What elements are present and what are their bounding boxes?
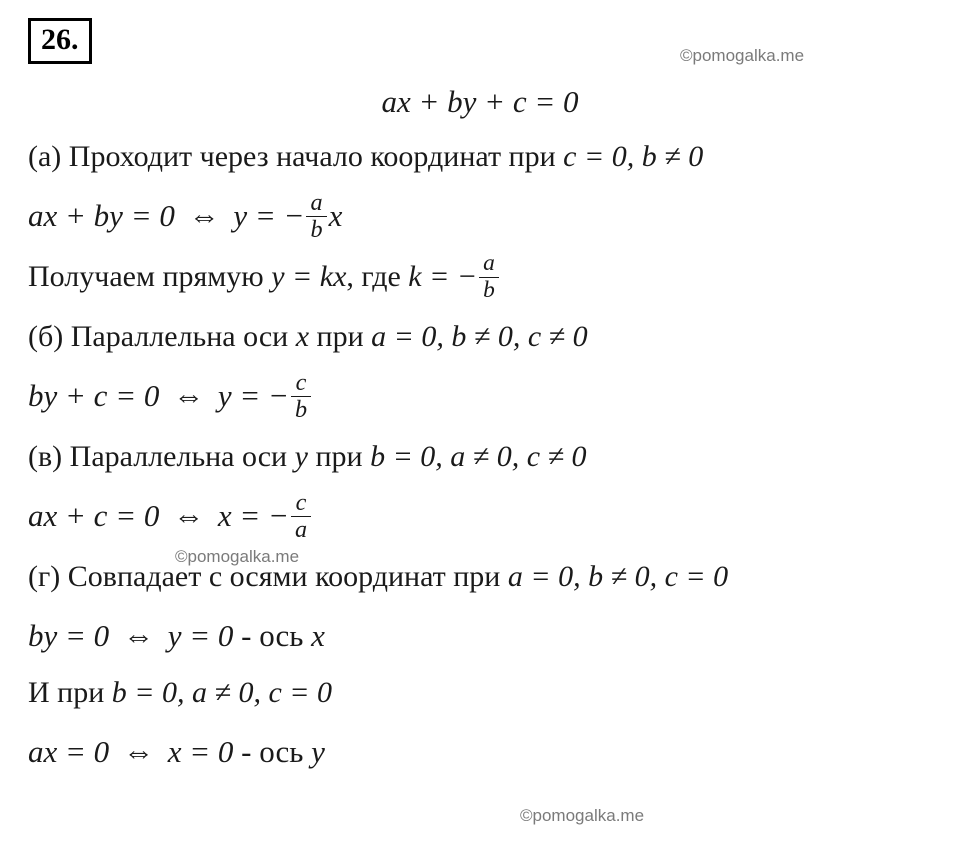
frac-num: a bbox=[306, 191, 326, 217]
part-d-condition2: b = 0, a ≠ 0, c = 0 bbox=[112, 676, 332, 709]
part-a-statement: (а) Проходит через начало координат при … bbox=[28, 134, 932, 181]
iff-icon: ⇔ bbox=[173, 498, 204, 533]
watermark-1: ©pomogalka.me bbox=[680, 46, 804, 66]
part-a-eq-right-prefix: y = − bbox=[233, 198, 304, 233]
part-c-eq-left: ax + c = 0 bbox=[28, 498, 159, 533]
part-c-statement: (в) Параллельна оси y при b = 0, a ≠ 0, … bbox=[28, 434, 932, 481]
part-d-eq2-right: x = 0 bbox=[168, 734, 234, 769]
frac-den: b bbox=[479, 278, 499, 302]
part-d-eq2-left: ax = 0 bbox=[28, 734, 109, 769]
part-d-equation2: ax = 0 ⇔ x = 0 - ось y bbox=[28, 727, 932, 777]
part-d-eq-axis: x bbox=[311, 618, 325, 653]
part-d-statement: (г) Совпадает с осями координат при a = … bbox=[28, 554, 932, 601]
watermark-3: ©pomogalka.me bbox=[520, 806, 644, 826]
part-d-eq-right: y = 0 bbox=[168, 618, 234, 653]
part-b-text2: при bbox=[309, 320, 371, 353]
iff-icon: ⇔ bbox=[189, 198, 220, 233]
part-d-and-text: И при bbox=[28, 676, 112, 709]
iff-icon: ⇔ bbox=[123, 734, 154, 769]
part-c-axis: y bbox=[295, 440, 308, 473]
part-d-label: (г) bbox=[28, 560, 60, 593]
part-b-label: (б) bbox=[28, 320, 63, 353]
frac-num: c bbox=[291, 491, 311, 517]
part-d-condition: a = 0, b ≠ 0, c = 0 bbox=[508, 560, 728, 593]
part-a-fraction: ab bbox=[306, 191, 326, 242]
part-b-fraction: cb bbox=[291, 371, 311, 422]
part-d-eq-suffix: - ось bbox=[233, 618, 311, 653]
part-a-conclusion-eq: y = kx bbox=[271, 260, 346, 293]
problem-number: 26. bbox=[28, 18, 92, 64]
part-b-equation: by + c = 0 ⇔ y = −cb bbox=[28, 371, 932, 425]
part-a-conclusion-fraction: ab bbox=[479, 252, 499, 302]
frac-den: b bbox=[306, 217, 326, 242]
part-a-text: Проходит через начало координат при bbox=[69, 140, 563, 173]
part-d-equation: by = 0 ⇔ y = 0 - ось x bbox=[28, 611, 932, 661]
part-c-eq-right-prefix: x = − bbox=[218, 498, 289, 533]
part-b-condition: a = 0, b ≠ 0, c ≠ 0 bbox=[371, 320, 588, 353]
watermark-2: ©pomogalka.me bbox=[175, 547, 299, 567]
part-d-and: И при b = 0, a ≠ 0, c = 0 bbox=[28, 670, 932, 717]
part-c-fraction: ca bbox=[291, 491, 311, 542]
part-d-eq2-axis: y bbox=[311, 734, 325, 769]
part-c-equation: ax + c = 0 ⇔ x = −ca bbox=[28, 491, 932, 545]
part-a-equation: ax + by = 0 ⇔ y = −abx bbox=[28, 191, 932, 245]
part-b-text: Параллельна оси bbox=[71, 320, 296, 353]
part-d-eq2-suffix: - ось bbox=[233, 734, 311, 769]
part-a-conclusion-k: k = − bbox=[408, 260, 477, 293]
iff-icon: ⇔ bbox=[123, 618, 154, 653]
frac-den: b bbox=[291, 397, 311, 422]
frac-num: c bbox=[291, 371, 311, 397]
part-d-eq-left: by = 0 bbox=[28, 618, 109, 653]
part-a-eq-left: ax + by = 0 bbox=[28, 198, 175, 233]
iff-icon: ⇔ bbox=[173, 378, 204, 413]
main-equation: ax + by + c = 0 bbox=[28, 84, 932, 120]
part-c-label: (в) bbox=[28, 440, 62, 473]
part-c-text: Параллельна оси bbox=[70, 440, 295, 473]
part-c-condition: b = 0, a ≠ 0, c ≠ 0 bbox=[370, 440, 587, 473]
frac-num: a bbox=[479, 252, 499, 277]
part-a-condition: c = 0, b ≠ 0 bbox=[563, 140, 703, 173]
part-a-conclusion-mid: , где bbox=[346, 260, 408, 293]
main-equation-text: ax + by + c = 0 bbox=[381, 84, 578, 119]
part-c-text2: при bbox=[308, 440, 370, 473]
part-b-eq-left: by + c = 0 bbox=[28, 378, 159, 413]
frac-den: a bbox=[291, 517, 311, 542]
part-b-axis: x bbox=[296, 320, 309, 353]
part-a-label: (а) bbox=[28, 140, 61, 173]
part-a-conclusion-prefix: Получаем прямую bbox=[28, 260, 271, 293]
part-a-conclusion: Получаем прямую y = kx, где k = −ab bbox=[28, 254, 932, 304]
part-b-eq-right-prefix: y = − bbox=[218, 378, 289, 413]
part-a-frac-suffix: x bbox=[329, 198, 343, 233]
part-b-statement: (б) Параллельна оси x при a = 0, b ≠ 0, … bbox=[28, 314, 932, 361]
